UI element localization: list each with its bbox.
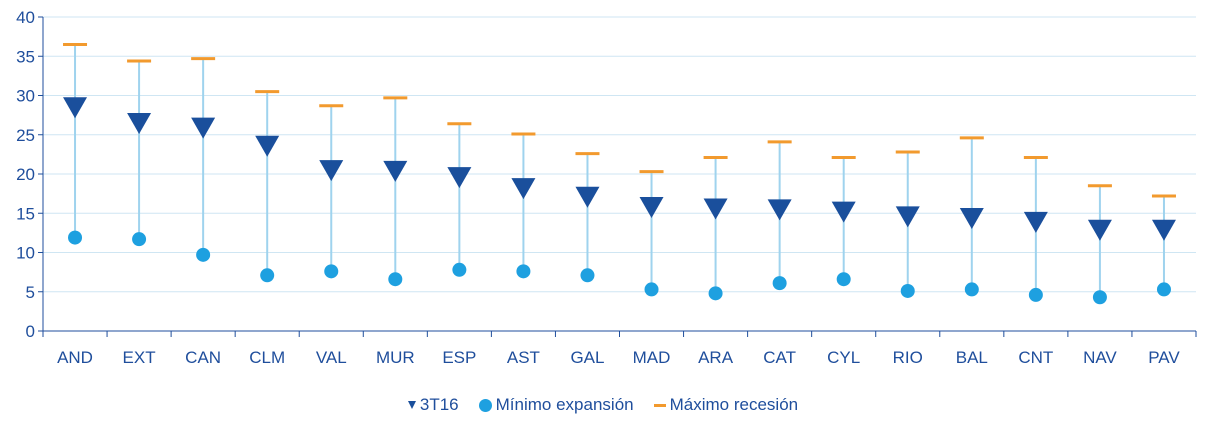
min-expansion-point-gal (580, 268, 595, 283)
min-expansion-point-val (324, 264, 339, 279)
x-tick-label-rio: RIO (893, 348, 923, 367)
min-expansion-point-cnt (1028, 287, 1043, 302)
3t16-point-gal (575, 186, 600, 208)
x-tick-label-mur: MUR (376, 348, 415, 367)
legend-item-minimo-expansion: Mínimo expansión (478, 395, 634, 415)
circle-icon (478, 398, 492, 412)
y-tick-label-35: 35 (16, 47, 35, 66)
x-tick-label-bal: BAL (956, 348, 988, 367)
dash-icon (653, 403, 666, 407)
min-expansion-point-ara (708, 286, 723, 301)
x-tick-label-ast: AST (507, 348, 540, 367)
3t16-point-cat (767, 199, 792, 221)
range-lines (74, 44, 1165, 298)
3t16-point-cyl (831, 201, 856, 223)
3t16-point-ara (703, 198, 728, 220)
legend: 3T16 Mínimo expansión Máximo recesión (0, 395, 1206, 415)
x-tick-label-mad: MAD (633, 348, 671, 367)
3t16-point-nav (1087, 219, 1112, 241)
3t16-point-ext (127, 112, 152, 134)
y-tick-label-0: 0 (26, 322, 35, 341)
min-expansion-point-esp (452, 262, 467, 277)
legend-item-maximo-recesion: Máximo recesión (653, 395, 799, 415)
min-expansion-point-ext (132, 232, 147, 247)
x-tick-label-cnt: CNT (1018, 348, 1053, 367)
legend-item-3t16: 3T16 (407, 395, 459, 415)
3t16-point-ast (511, 178, 536, 200)
data-marks (63, 42, 1176, 305)
3t16-point-esp (447, 167, 472, 189)
x-tick-label-esp: ESP (442, 348, 476, 367)
legend-label-3t16: 3T16 (419, 395, 459, 414)
y-tick-label-15: 15 (16, 204, 35, 223)
min-expansion-point-rio (900, 283, 915, 298)
x-tick-label-clm: CLM (249, 348, 285, 367)
y-tick-labels: 0 5 10 15 20 25 30 35 40 (16, 8, 35, 341)
3t16-point-can (191, 117, 216, 139)
x-tick-label-pav: PAV (1148, 348, 1180, 367)
y-tick-label-5: 5 (26, 283, 35, 302)
min-expansion-point-pav (1156, 282, 1171, 297)
x-tick-label-gal: GAL (570, 348, 604, 367)
min-expansion-point-and (68, 230, 83, 245)
y-tick-label-25: 25 (16, 126, 35, 145)
y-tick-label-30: 30 (16, 87, 35, 106)
x-tick-label-and: AND (57, 348, 93, 367)
x-tick-label-ara: ARA (698, 348, 734, 367)
x-tick-label-can: CAN (185, 348, 221, 367)
x-tick-label-cyl: CYL (827, 348, 860, 367)
y-tick-label-20: 20 (16, 165, 35, 184)
x-tick-labels: AND EXT CAN CLM VAL MUR ESP AST GAL MAD ARA CAT CYL R… (57, 348, 1180, 367)
y-tick-label-10: 10 (16, 244, 35, 263)
3t16-point-val (319, 160, 344, 182)
min-expansion-point-nav (1092, 290, 1107, 305)
3t16-point-mad (639, 196, 664, 218)
3t16-point-bal (959, 207, 984, 229)
y-tick-label-40: 40 (16, 8, 35, 27)
x-tick-label-val: VAL (316, 348, 347, 367)
3t16-point-clm (255, 135, 280, 157)
grid-lines (43, 16, 1196, 293)
min-expansion-point-cyl (836, 272, 851, 287)
axes (38, 16, 1197, 337)
x-tick-label-cat: CAT (763, 348, 796, 367)
min-expansion-point-can (196, 247, 211, 262)
x-tick-label-nav: NAV (1083, 348, 1117, 367)
3t16-point-pav (1151, 219, 1176, 241)
min-expansion-point-cat (772, 276, 787, 291)
min-expansion-point-mur (388, 272, 403, 287)
3t16-point-mur (383, 160, 408, 182)
3t16-point-cnt (1023, 211, 1048, 233)
3t16-point-and (63, 97, 88, 119)
min-expansion-point-bal (964, 282, 979, 297)
triangle-down-icon (407, 401, 416, 409)
min-expansion-point-ast (516, 264, 531, 279)
min-expansion-point-clm (260, 268, 275, 283)
legend-label-minimo-expansion: Mínimo expansión (495, 395, 634, 414)
min-expansion-point-mad (644, 282, 659, 297)
x-tick-label-ext: EXT (123, 348, 156, 367)
3t16-point-rio (895, 206, 920, 228)
legend-label-maximo-recesion: Máximo recesión (669, 395, 799, 414)
